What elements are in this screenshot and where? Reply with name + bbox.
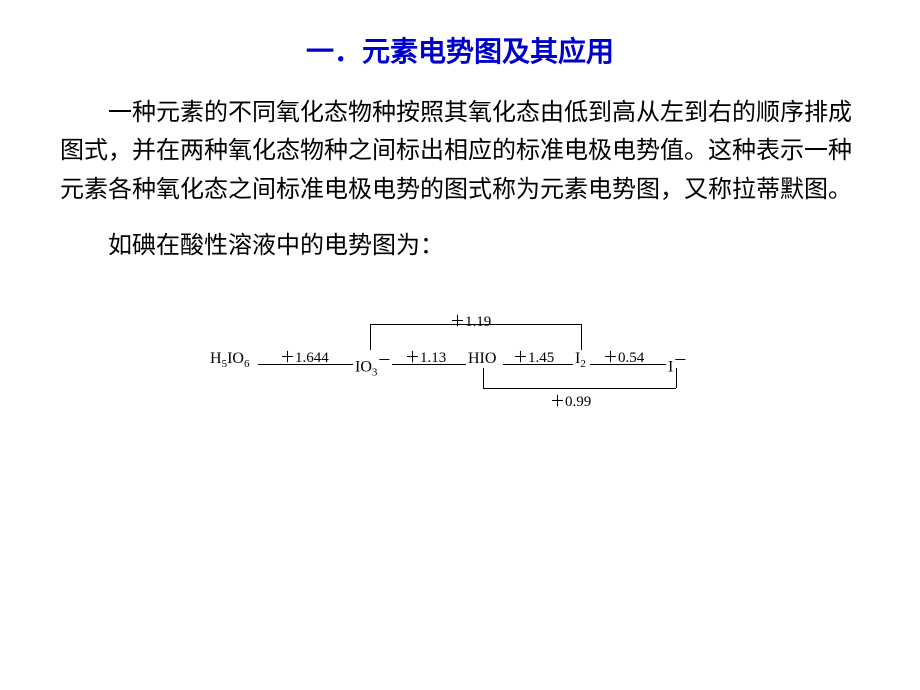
slide-page: 一．元素电势图及其应用 一种元素的不同氧化态物种按照其氧化态由低到高从左到右的顺… xyxy=(0,0,920,690)
bot-bracket-h xyxy=(483,388,676,389)
top-bracket-v2 xyxy=(581,324,582,350)
bot-bracket-v2 xyxy=(676,368,677,388)
potential-line-1 xyxy=(392,364,466,365)
species-s0: H5IO6 xyxy=(210,350,249,370)
species-s1: IO3－ xyxy=(355,350,391,379)
page-title: 一．元素电势图及其应用 xyxy=(60,30,860,70)
potential-line-2 xyxy=(503,364,573,365)
paragraph-example-intro: 如碘在酸性溶液中的电势图为： xyxy=(60,227,860,265)
paragraph-definition: 一种元素的不同氧化态物种按照其氧化态由低到高从左到右的顺序排成图式，并在两种氧化… xyxy=(60,94,860,209)
top-bracket-label: ＋1.19 xyxy=(450,310,491,331)
species-s4: I－ xyxy=(668,350,687,376)
species-s3: I2 xyxy=(575,350,586,370)
latimer-diagram: H5IO6IO3－HIOI2I－＋1.644＋1.13＋1.45＋0.54＋1.… xyxy=(210,306,710,416)
latimer-diagram-wrap: H5IO6IO3－HIOI2I－＋1.644＋1.13＋1.45＋0.54＋1.… xyxy=(60,306,860,416)
species-s2: HIO xyxy=(468,350,496,368)
top-bracket-v1 xyxy=(370,324,371,350)
potential-line-3 xyxy=(590,364,666,365)
bot-bracket-v1 xyxy=(483,368,484,388)
bot-bracket-label: ＋0.99 xyxy=(550,390,591,411)
potential-line-0 xyxy=(258,364,353,365)
